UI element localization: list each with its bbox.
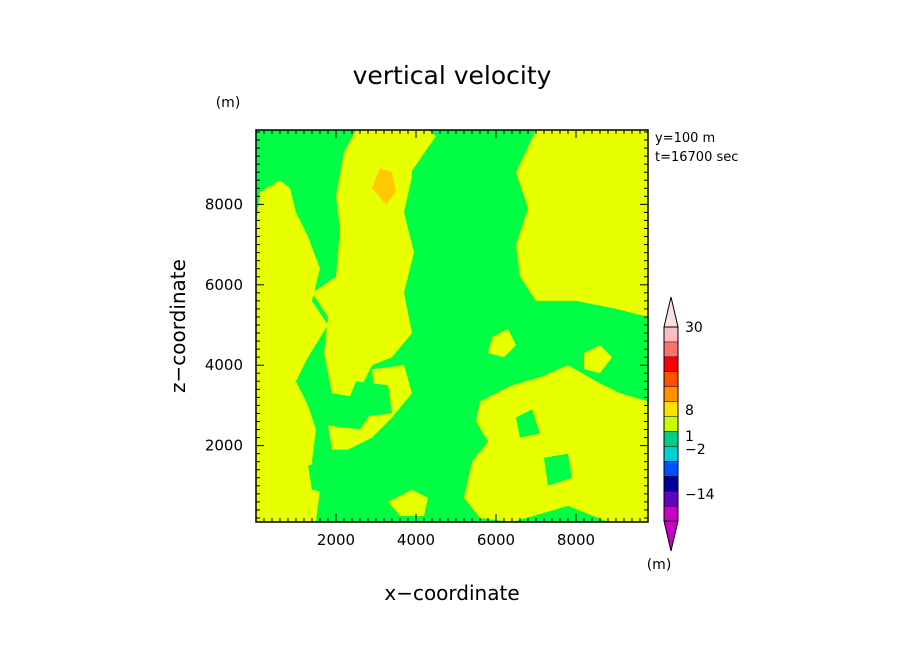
- y-axis-label: z−coordinate: [166, 259, 190, 393]
- colorbar-band: [663, 505, 679, 522]
- x-tick-labels: 2000 4000 6000 8000: [317, 531, 595, 549]
- plot-frame: [255, 129, 649, 523]
- colorbar-label-1: 1: [685, 429, 694, 445]
- colorbar-band: [663, 341, 679, 358]
- yellow-region: [400, 130, 436, 189]
- x-tick-label: 4000: [397, 531, 435, 549]
- y-tick-labels: 2000 4000 6000 8000: [205, 195, 243, 454]
- x-tick-label: 2000: [317, 531, 355, 549]
- green-region: [544, 453, 572, 486]
- y-position-annotation: y=100 m: [655, 131, 715, 146]
- y-unit-label: (m): [216, 95, 241, 111]
- x-tick-label: 8000: [557, 531, 595, 549]
- orange-region: [372, 168, 396, 205]
- yellow-region: [488, 329, 516, 358]
- tick-marks: [256, 130, 649, 522]
- colorbar-frame: [663, 326, 679, 522]
- colorbar-band: [663, 356, 679, 372]
- colorbar-max-arrow: [663, 296, 679, 328]
- y-tick-label: 4000: [205, 356, 243, 374]
- green-region: [516, 409, 540, 438]
- colorbar-band: [663, 476, 679, 492]
- colorbar-band: [663, 326, 679, 343]
- colorbar-label-minus-2: −2: [685, 442, 706, 458]
- yellow-region: [256, 180, 328, 522]
- y-tick-label: 8000: [205, 195, 243, 213]
- yellow-region: [516, 130, 648, 317]
- colorbar-band: [663, 386, 679, 402]
- colorbar: 30 8 1 −2 −14 (m): [647, 296, 715, 573]
- colorbar-label-30: 30: [685, 320, 703, 336]
- colorbar-band: [663, 431, 679, 447]
- yellow-region: [260, 441, 284, 482]
- x-axis-label: x−coordinate: [384, 581, 519, 605]
- green-region: [308, 457, 344, 494]
- colorbar-unit-label: (m): [647, 557, 672, 573]
- green-region: [272, 140, 296, 165]
- colorbar-band: [663, 491, 679, 507]
- y-tick-label: 6000: [205, 276, 243, 294]
- contour-fields: [256, 130, 648, 522]
- chart-title: vertical velocity: [353, 61, 552, 90]
- yellow-region: [328, 365, 412, 450]
- colorbar-bands: [663, 296, 679, 552]
- y-tick-label: 2000: [205, 437, 243, 455]
- green-region: [348, 381, 392, 418]
- yellow-region: [584, 345, 612, 374]
- colorbar-label-minus-14: −14: [685, 487, 715, 503]
- plot-area: [255, 129, 649, 523]
- colorbar-band: [663, 446, 679, 462]
- yellow-region: [388, 489, 428, 516]
- colorbar-label-8: 8: [685, 403, 694, 419]
- colorbar-band: [663, 401, 679, 417]
- colorbar-min-arrow: [663, 520, 679, 552]
- colorbar-band: [663, 461, 679, 477]
- colorbar-band: [663, 416, 679, 432]
- colorbar-band: [663, 371, 679, 387]
- yellow-region: [464, 365, 648, 522]
- x-tick-label: 6000: [477, 531, 515, 549]
- time-annotation: t=16700 sec: [655, 150, 738, 165]
